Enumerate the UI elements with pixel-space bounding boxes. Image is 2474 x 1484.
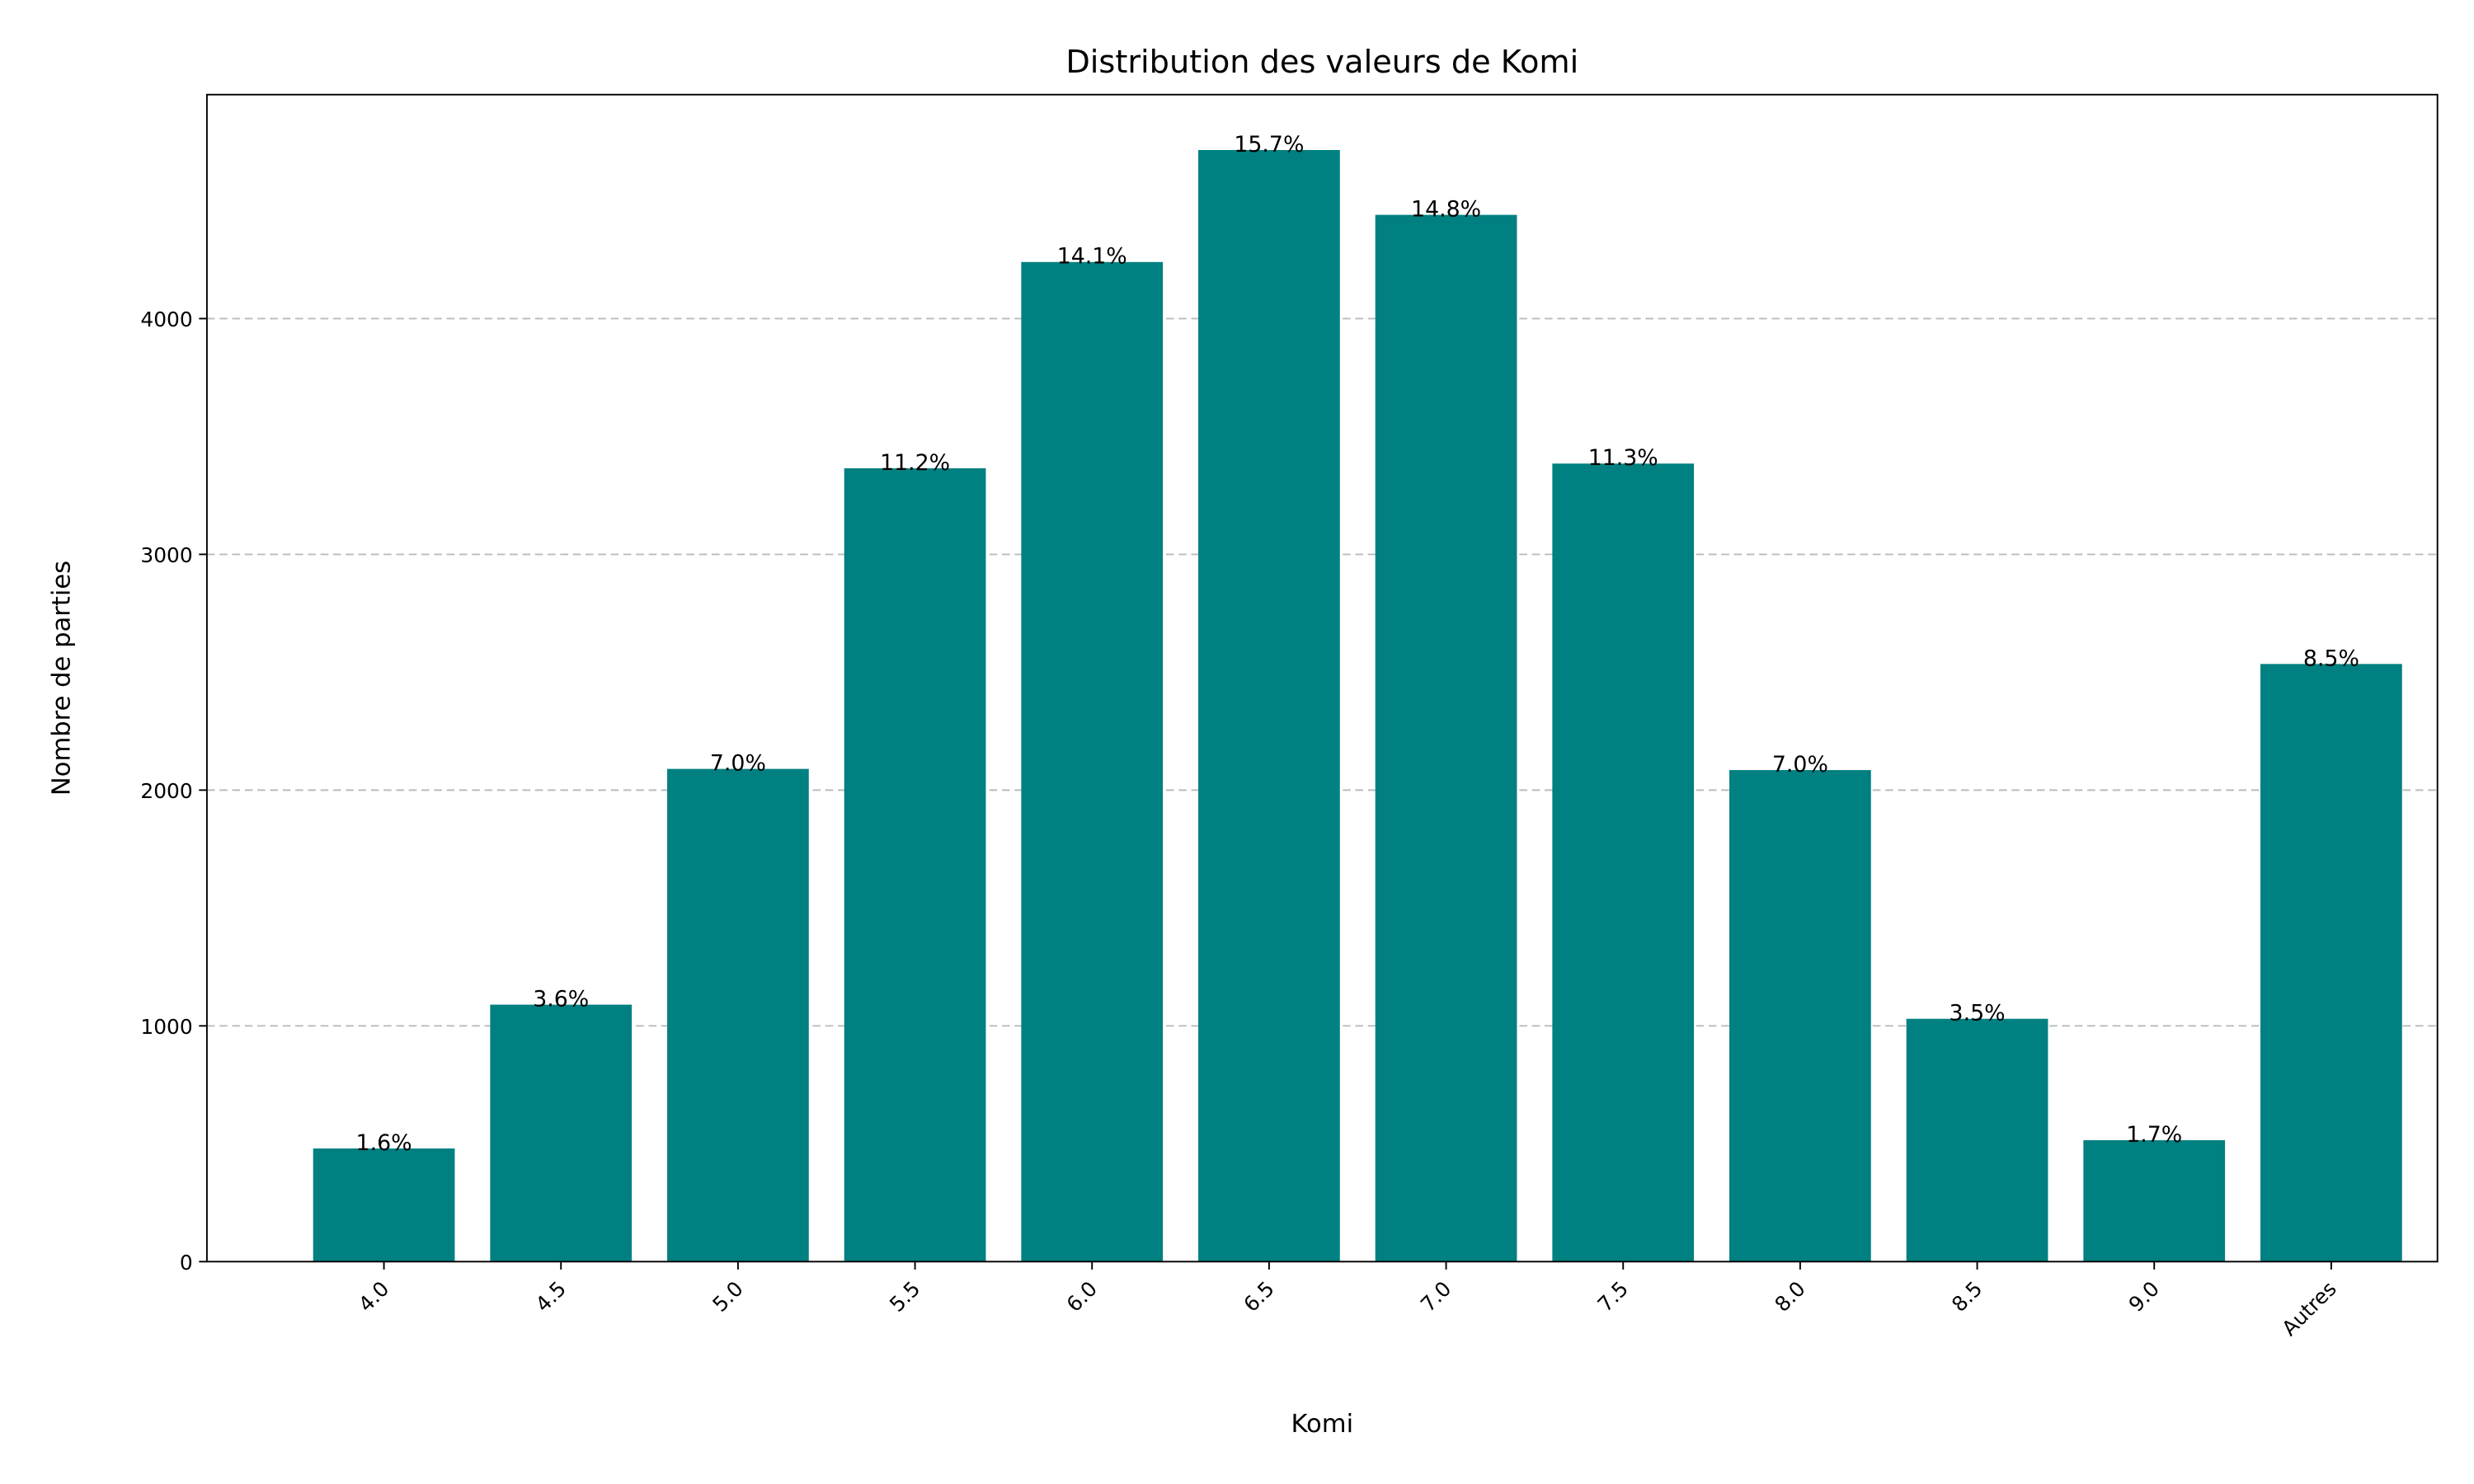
- y-axis-label: Nombre de parties: [47, 561, 76, 796]
- data-label: 11.2%: [880, 450, 950, 476]
- bar: [313, 1148, 455, 1262]
- bar: [1729, 770, 1871, 1262]
- bar: [1552, 463, 1695, 1262]
- x-tick-label: Autres: [2277, 1276, 2340, 1340]
- bar: [844, 468, 986, 1262]
- x-tick-label: 4.0: [354, 1276, 393, 1316]
- x-tick-label: 8.5: [1947, 1276, 1987, 1316]
- y-tick-label: 2000: [140, 779, 192, 803]
- bar: [1375, 214, 1517, 1262]
- x-tick-label: 8.0: [1770, 1276, 1809, 1316]
- x-tick-label: 4.5: [531, 1276, 571, 1316]
- data-label: 3.5%: [1950, 1001, 2006, 1026]
- chart-title: Distribution des valeurs de Komi: [1065, 44, 1578, 81]
- bar: [1906, 1018, 2048, 1262]
- data-label: 1.7%: [2126, 1122, 2182, 1148]
- plot-frame: [205, 93, 2439, 1263]
- data-label: 7.0%: [710, 751, 766, 777]
- data-label: 7.0%: [1772, 752, 1828, 777]
- data-label: 1.6%: [356, 1130, 412, 1156]
- bar: [1198, 149, 1340, 1262]
- bar: [490, 1004, 633, 1262]
- x-tick-label: 7.0: [1416, 1276, 1456, 1316]
- x-tick-label: 6.0: [1062, 1276, 1102, 1316]
- bar: [1021, 261, 1164, 1262]
- data-label: 15.7%: [1234, 132, 1304, 157]
- bar: [667, 768, 809, 1262]
- y-tick-label: 4000: [140, 308, 192, 331]
- x-axis-label: Komi: [1291, 1410, 1354, 1439]
- data-label: 11.3%: [1588, 445, 1658, 471]
- data-label: 14.1%: [1057, 244, 1127, 270]
- x-tick-label: 9.0: [2124, 1276, 2164, 1316]
- y-tick-label: 3000: [140, 543, 192, 567]
- plot: 0 1000 2000 3000 4000 1.6% 4.0 3.6% 4.5 7.0% 5.0 11…: [140, 132, 2438, 1341]
- data-label: 14.8%: [1411, 197, 1481, 223]
- data-label: 3.6%: [533, 987, 589, 1012]
- bar: [2083, 1140, 2226, 1262]
- x-tick-label: 6.5: [1239, 1276, 1278, 1316]
- x-tick-label: 5.0: [708, 1276, 747, 1316]
- y-tick-label: 0: [180, 1251, 193, 1275]
- y-tick-label: 1000: [140, 1015, 192, 1039]
- data-label: 8.5%: [2303, 646, 2359, 671]
- x-tick-label: 7.5: [1593, 1276, 1633, 1316]
- x-tick-label: 5.5: [885, 1276, 924, 1316]
- bar: [2260, 664, 2402, 1262]
